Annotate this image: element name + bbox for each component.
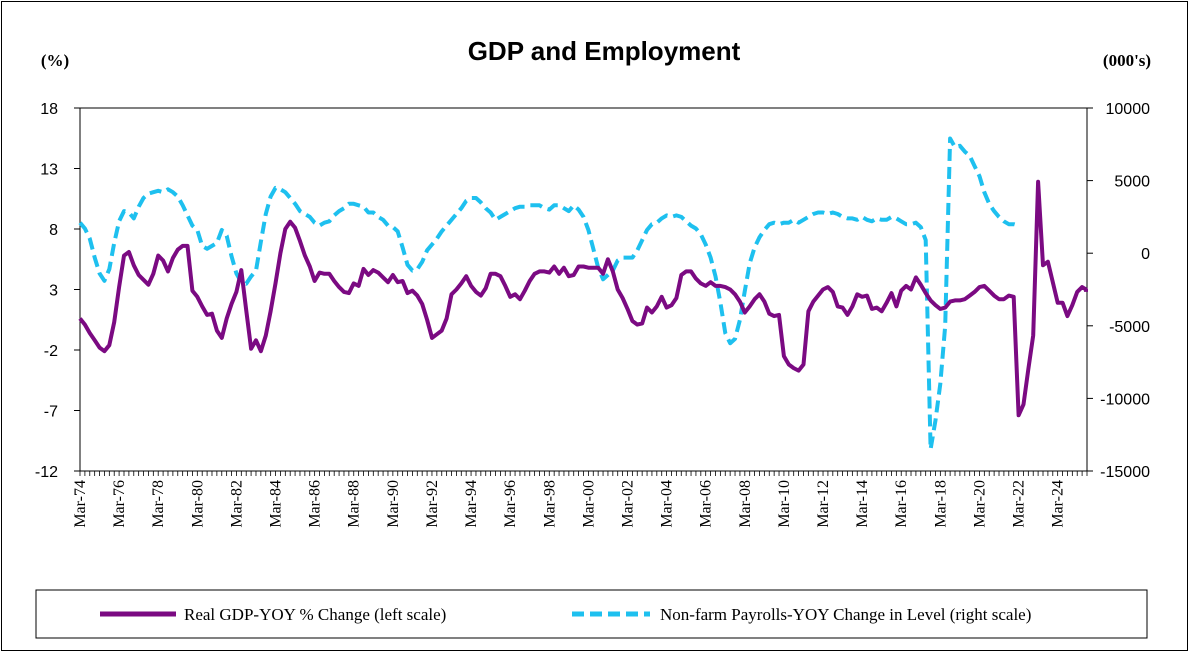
right-tick-label: -5000 bbox=[1109, 319, 1150, 336]
x-tick-label: Mar-86 bbox=[307, 480, 324, 528]
x-tick-label: Mar-08 bbox=[737, 480, 754, 528]
x-tick-label: Mar-10 bbox=[776, 480, 793, 528]
left-tick-label: -2 bbox=[44, 343, 58, 360]
x-tick-label: Mar-92 bbox=[424, 480, 441, 528]
x-tick-label: Mar-04 bbox=[659, 480, 676, 528]
x-tick-label: Mar-74 bbox=[72, 480, 89, 528]
chart-title: GDP and Employment bbox=[468, 36, 741, 66]
x-tick-label: Mar-06 bbox=[698, 480, 715, 528]
right-axis-unit: (000's) bbox=[1103, 51, 1151, 70]
left-axis: -12 -7 -2 3 8 13 18 bbox=[35, 101, 80, 481]
right-tick-label: 0 bbox=[1141, 246, 1150, 263]
x-tick-label: Mar-20 bbox=[971, 480, 988, 528]
left-tick-label: 8 bbox=[49, 222, 58, 239]
x-tick-label: Mar-96 bbox=[502, 480, 519, 528]
x-tick-label: Mar-76 bbox=[111, 480, 128, 528]
x-tick-label: Mar-82 bbox=[228, 480, 245, 528]
x-tick-label: Mar-78 bbox=[150, 480, 167, 528]
series-lines bbox=[78, 136, 1088, 452]
x-tick-label: Mar-24 bbox=[1050, 480, 1067, 528]
x-tick-label: Mar-88 bbox=[346, 480, 363, 528]
left-tick-label: 18 bbox=[40, 101, 58, 118]
x-tick-label: Mar-14 bbox=[854, 480, 871, 528]
x-tick-label: Mar-94 bbox=[463, 480, 480, 528]
legend-label-gdp: Real GDP-YOY % Change (left scale) bbox=[184, 605, 446, 624]
x-tick-label: Mar-98 bbox=[541, 480, 558, 528]
x-tick-label: Mar-22 bbox=[1011, 480, 1028, 528]
left-tick-label: -12 bbox=[35, 464, 58, 481]
x-axis: Mar-74 Mar-76 Mar-78 Mar-80 Mar-82 Mar-84 Mar-… bbox=[72, 471, 1088, 528]
left-tick-label: -7 bbox=[44, 404, 58, 421]
x-tick-label: Mar-80 bbox=[189, 480, 206, 528]
right-tick-label: -10000 bbox=[1100, 391, 1150, 408]
legend-label-payrolls: Non-farm Payrolls-YOY Change in Level (r… bbox=[660, 605, 1031, 624]
right-axis: -15000 -10000 -5000 0 5000 10000 bbox=[1087, 101, 1150, 481]
x-tick-label: Mar-84 bbox=[268, 480, 285, 528]
series-line-gdp bbox=[78, 179, 1088, 418]
x-tick-label: Mar-00 bbox=[580, 480, 597, 528]
plot-area bbox=[79, 107, 1088, 472]
right-tick-label: 10000 bbox=[1106, 101, 1151, 118]
series-line-payrolls bbox=[78, 136, 1020, 452]
x-tick-label: Mar-90 bbox=[385, 480, 402, 528]
x-tick-label: Mar-02 bbox=[619, 480, 636, 528]
left-tick-label: 3 bbox=[49, 283, 58, 300]
x-tick-label: Mar-12 bbox=[815, 480, 832, 528]
x-tick-label: Mar-16 bbox=[893, 480, 910, 528]
right-tick-label: 5000 bbox=[1114, 174, 1150, 191]
left-axis-unit: (%) bbox=[41, 51, 69, 70]
left-tick-label: 13 bbox=[40, 162, 58, 179]
right-tick-label: -15000 bbox=[1100, 464, 1150, 481]
x-tick-label: Mar-18 bbox=[932, 480, 949, 528]
